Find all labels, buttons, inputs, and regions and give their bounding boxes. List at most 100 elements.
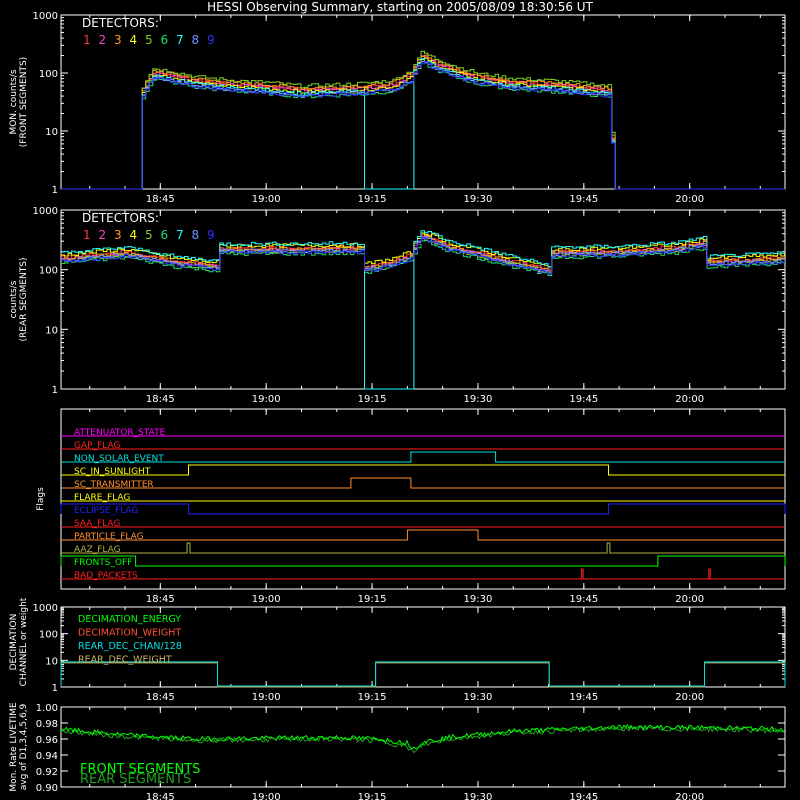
legend-entry-det4: 4 [130,33,138,47]
livetime-rear-line [60,725,785,754]
y-axis-label-line: (REAR SEGMENTS) [19,257,29,341]
legend-entry-det1: 1 [83,228,91,242]
flag-label: FLARE_FLAG [74,493,130,503]
legend-entry: DECIMATION_WEIGHT [78,628,181,639]
legend-entry-det4: 4 [130,228,138,242]
legend-entry: REAR_DEC_CHAN/128 [78,641,182,652]
x-tick-label: 18:45 [146,394,175,405]
x-tick-label: 19:45 [569,394,598,405]
panel-frame-0 [60,14,786,190]
legend-title: DETECTORS: [82,16,159,30]
flag-line-aaz_flag [61,542,785,554]
legend-entry-det8: 8 [192,228,200,242]
flag-line-eclipse_flag [60,503,786,515]
legend-entry: FRONT SEGMENTS [80,762,200,777]
series-line-det2 [61,235,785,272]
y-tick-label: 100 [39,69,58,80]
legend-entry-det3: 3 [114,33,122,47]
x-tick-label: 20:00 [675,692,704,703]
rear-dec-chan-line [60,661,786,687]
flag-label: SAA_FLAG [74,519,120,529]
series-line-det9 [61,237,785,275]
x-tick-label: 18:45 [146,792,175,800]
flag-label: AAZ_FLAG [74,545,121,555]
y-axis-label: DECIMATION CHANNEL or weight [9,597,29,686]
panel-frame-1 [60,209,786,390]
y-tick-label: 0.98 [36,719,58,730]
legend-entry-det5: 5 [145,228,153,242]
legend-entry-det5: 5 [145,33,153,47]
flag-label: NON_SOLAR_EVENT [74,454,164,464]
y-axis-label-line: CHANNEL or weight [19,597,29,686]
flag-line-bad_packets [61,568,785,580]
legend-entry-det3: 3 [114,228,122,242]
x-tick-label: 18:45 [146,194,175,205]
series-line-det5 [61,50,785,190]
flag-label: GAP_FLAG [74,441,120,451]
y-tick-label: 100 [39,266,58,277]
series-line-det4 [61,232,785,268]
legend-entry-det2: 2 [99,228,107,242]
x-tick-label: 18:45 [146,594,175,605]
y-tick-label: 1000 [33,206,58,217]
flag-label: BAD_PACKETS [74,571,138,581]
legend-entry-det9: 9 [207,33,215,47]
legend-entry-det8: 8 [192,33,200,47]
x-tick-label: 19:00 [252,594,281,605]
legend-entry-det7: 7 [176,33,184,47]
y-tick-label: 1000 [33,11,58,22]
series-line-det2 [61,55,785,190]
x-tick-label: 19:15 [358,792,387,800]
page-title: HESSI Observing Summary, starting on 200… [207,0,593,14]
flag-label: SC_TRANSMITTER [74,480,154,490]
x-tick-label: 19:00 [252,194,281,205]
series-line-det7 [61,58,785,190]
x-tick-label: 19:15 [358,394,387,405]
y-tick-label: 0.92 [36,767,58,778]
y-tick-label: 1 [52,185,58,196]
flag-label: SC_IN_SUNLIGHT [74,467,151,477]
x-tick-label: 20:00 [675,594,704,605]
y-axis-label: MON. counts/s (FRONT SEGMENTS) [9,57,29,147]
y-axis-label-line: counts/s [9,280,19,318]
y-tick-label: 10 [45,127,58,138]
flag-label: ECLIPSE_FLAG [74,506,138,516]
flag-line-particle_flag [61,529,785,541]
livetime-front-line [60,724,785,750]
series-line-det4 [61,57,785,190]
y-axis-label-line: Mon. Rate LIVETIME [9,702,19,792]
legend-entry: REAR SEGMENTS [80,772,191,787]
legend-entry: REAR_DEC_WEIGHT [78,655,172,666]
y-axis-label-line: MON. counts/s [9,69,19,134]
x-tick-label: 19:45 [569,692,598,703]
series-line-det8 [61,60,785,190]
x-tick-label: 19:45 [569,194,598,205]
x-tick-label: 19:45 [569,792,598,800]
y-tick-label: 1000 [33,603,58,614]
legend-entry: DECIMATION_ENERGY [78,614,181,625]
y-axis-label: Flags [36,487,46,511]
legend-entry-det7: 7 [176,228,184,242]
y-axis-label-line: DECIMATION [9,614,19,671]
legend-entry-det9: 9 [207,228,215,242]
y-axis-label-line: avg of D1,3,4,5,6,9 [19,703,29,790]
series-line-det7 [61,230,785,390]
panel-frame-2 [60,408,786,590]
y-tick-label: 0.94 [36,751,58,762]
y-tick-label: 100 [39,630,58,641]
y-tick-label: 1 [52,683,58,694]
legend-entry-det2: 2 [99,33,107,47]
flag-label: ATTENUATOR_STATE [74,428,166,438]
series-line-det6 [61,61,785,190]
x-tick-label: 19:00 [252,792,281,800]
x-tick-label: 19:30 [464,792,493,800]
panel-frame-3 [60,606,786,688]
series-line-det3 [61,54,785,190]
x-tick-label: 19:15 [358,692,387,703]
x-tick-label: 19:30 [464,394,493,405]
y-axis-label: counts/s (REAR SEGMENTS) [9,257,29,341]
y-axis-label-line: Flags [36,487,46,511]
x-tick-label: 20:00 [675,394,704,405]
y-tick-label: 10 [45,656,58,667]
